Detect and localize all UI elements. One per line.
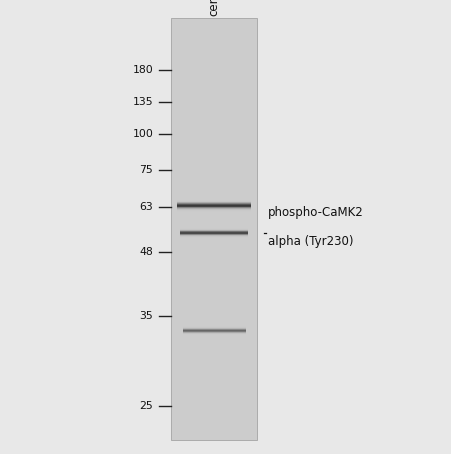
Text: 180: 180 <box>133 65 153 75</box>
Polygon shape <box>171 18 257 440</box>
Polygon shape <box>177 205 252 206</box>
Polygon shape <box>177 209 252 210</box>
Text: 75: 75 <box>140 165 153 175</box>
Polygon shape <box>177 202 252 203</box>
Text: phospho-CaMK2: phospho-CaMK2 <box>268 206 364 219</box>
Text: 35: 35 <box>140 311 153 321</box>
Text: 100: 100 <box>133 129 153 139</box>
Text: 25: 25 <box>140 401 153 411</box>
Text: cerebrum: cerebrum <box>208 0 221 16</box>
Polygon shape <box>177 206 252 207</box>
Text: 135: 135 <box>133 97 153 107</box>
Polygon shape <box>177 204 252 205</box>
Text: alpha (Tyr230): alpha (Tyr230) <box>268 235 354 248</box>
Text: 48: 48 <box>140 247 153 257</box>
Polygon shape <box>177 203 252 204</box>
Text: 63: 63 <box>140 202 153 212</box>
Polygon shape <box>177 207 252 208</box>
